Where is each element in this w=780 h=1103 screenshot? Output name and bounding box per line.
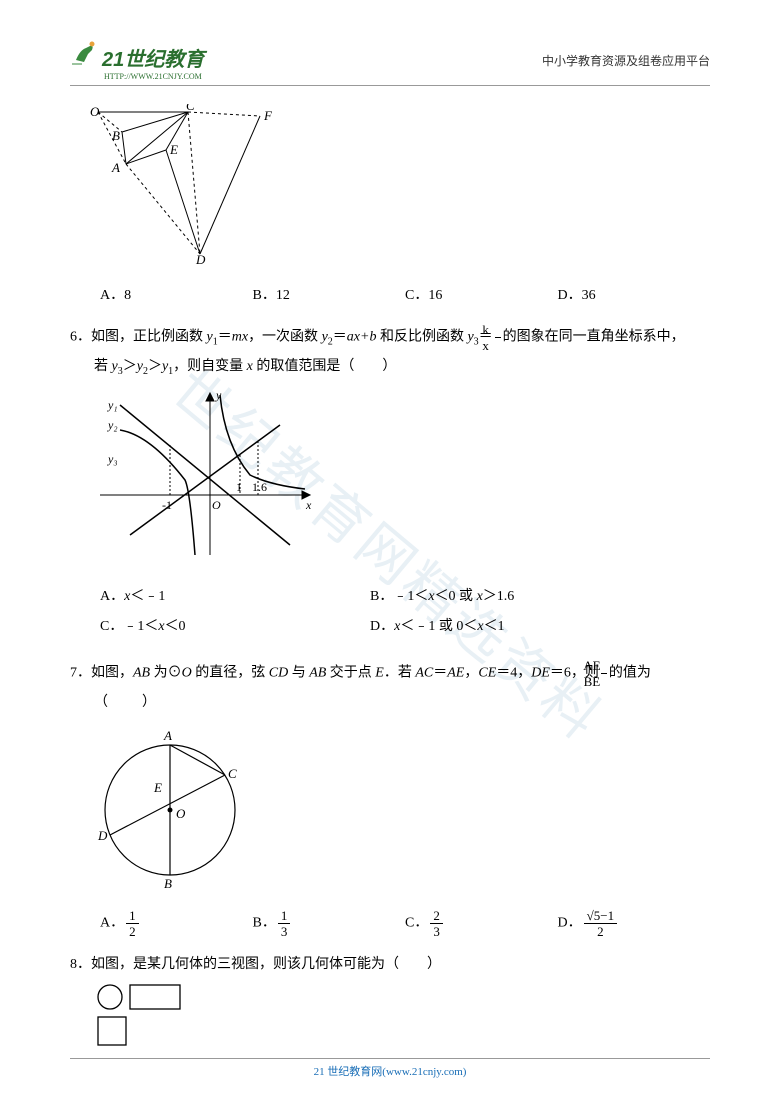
q7-option-d: D．√5−12 (558, 909, 711, 938)
q5-options: A．8 B．12 C．16 D．36 (100, 283, 710, 310)
svg-text:D: D (195, 252, 206, 264)
svg-text:y₁: y₁ (107, 398, 118, 412)
q7-option-b: B．13 (253, 909, 406, 938)
q5-option-d: D．36 (558, 283, 711, 310)
q5-option-a: A．8 (100, 283, 253, 310)
logo-url: HTTP://WWW.21CNJY.COM (104, 72, 204, 81)
q6-option-a: A．x＜﹣1 (100, 584, 370, 611)
page-header: 21世纪教育 HTTP://WWW.21CNJY.COM 中小学教育资源及组卷应… (70, 40, 710, 86)
q8-three-views (94, 983, 710, 1058)
svg-text:1: 1 (236, 480, 242, 494)
logo: 21世纪教育 HTTP://WWW.21CNJY.COM (70, 40, 204, 81)
svg-text:F: F (263, 108, 273, 123)
svg-text:y₃: y₃ (107, 452, 118, 466)
q6-graph: y₁ y₂ y₃ y x -1 O 1 1.6 (90, 385, 710, 576)
svg-text:D: D (97, 828, 108, 843)
svg-text:B: B (112, 128, 120, 143)
q5-option-c: C．16 (405, 283, 558, 310)
svg-text:x: x (305, 498, 312, 512)
q5-option-b: B．12 (253, 283, 406, 310)
svg-text:O: O (212, 498, 221, 512)
logo-text: 21世纪教育 (102, 43, 204, 72)
logo-runner-icon (70, 40, 100, 66)
svg-text:O: O (90, 104, 100, 119)
q7-paren: （ ） (94, 690, 710, 717)
svg-text:O: O (176, 806, 186, 821)
page-content: 21世纪教育 HTTP://WWW.21CNJY.COM 中小学教育资源及组卷应… (0, 0, 780, 1087)
q5-figure: O B C F A E D (90, 104, 710, 275)
q8-text: 8．如图，是某几何体的三视图，则该几何体可能为（ ） (70, 952, 710, 979)
q7-text: 7．如图，AB 为⊙O 的直径，弦 CD 与 AB 交于点 E．若 AC＝AE，… (70, 659, 710, 688)
svg-text:C: C (186, 104, 195, 113)
svg-text:C: C (228, 766, 237, 781)
svg-text:A: A (163, 728, 172, 743)
svg-text:y₂: y₂ (107, 418, 118, 432)
svg-text:-1: -1 (162, 498, 172, 512)
q6-option-c: C．﹣1＜x＜0 (100, 614, 370, 641)
q6-option-b: B．﹣1＜x＜0 或 x＞1.6 (370, 584, 640, 611)
header-subtitle: 中小学教育资源及组卷应用平台 (542, 52, 710, 69)
svg-text:E: E (153, 780, 162, 795)
svg-text:B: B (164, 876, 172, 890)
q6-text-line2: 若 y3＞y2＞y1，则自变量 x 的取值范围是（ ） (94, 354, 710, 381)
q7-option-a: A．12 (100, 909, 253, 938)
svg-text:1.6: 1.6 (252, 480, 267, 494)
q6-text: 6．如图，正比例函数 y1＝mx，一次函数 y2＝ax+b 和反比例函数 y3＝… (70, 323, 710, 352)
q6-option-d: D．x＜﹣1 或 0＜x＜1 (370, 614, 640, 641)
q7-options: A．12 B．13 C．23 D．√5−12 (100, 909, 710, 938)
svg-text:y: y (215, 388, 222, 402)
content-body: O B C F A E D A．8 B．12 C．16 D．36 6．如图，正比… (70, 104, 710, 1057)
svg-text:E: E (169, 142, 178, 157)
svg-text:A: A (111, 160, 120, 175)
q7-option-c: C．23 (405, 909, 558, 938)
q6-options: A．x＜﹣1 B．﹣1＜x＜0 或 x＞1.6 C．﹣1＜x＜0 D．x＜﹣1 … (100, 584, 710, 645)
q7-figure: A B C D E O (90, 720, 710, 901)
